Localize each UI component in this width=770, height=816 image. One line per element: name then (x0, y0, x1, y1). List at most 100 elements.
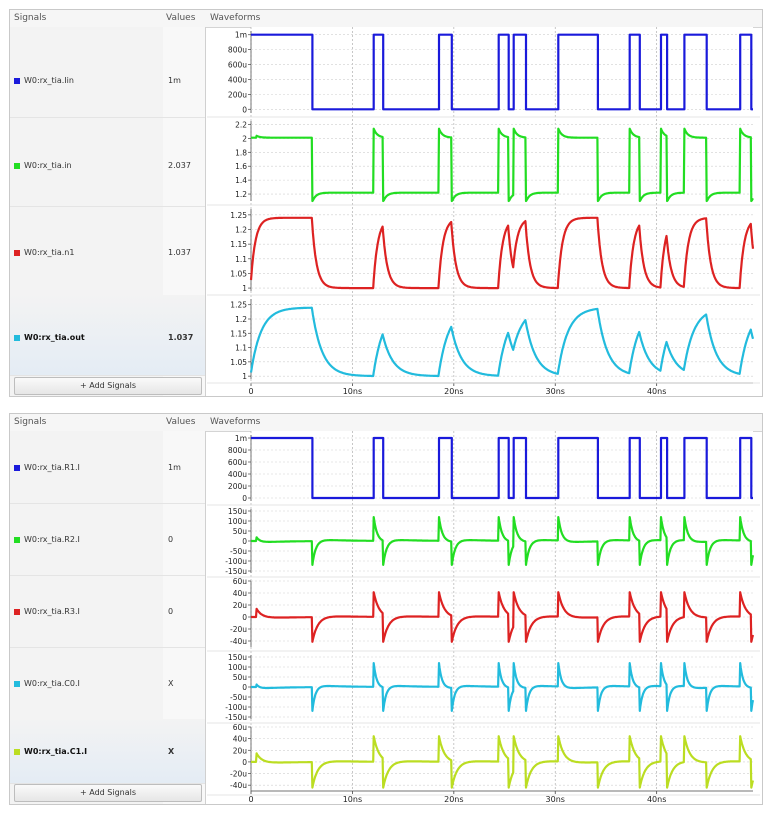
waveform-canvas[interactable]: 0 10ns 20ns 30ns 40ns 1m 800u 600u 400u 200u 0 2.2 2… (207, 27, 760, 395)
value-tick-label: 600u (228, 458, 247, 467)
signal-value: 1m (168, 76, 181, 85)
signal-row-out[interactable]: W0:rx_tia.out 1.037 (10, 295, 205, 376)
signal-row-n1[interactable]: W0:rx_tia.n1 1.037 (10, 206, 205, 296)
value-tick-label: 1.2 (235, 315, 247, 324)
color-swatch-icon (14, 608, 20, 615)
waveform-trace (250, 735, 755, 789)
value-tick-label: 200u (228, 482, 247, 491)
value-tick-label: 0 (242, 105, 247, 114)
time-tick-label: 20ns (444, 387, 463, 395)
value-tick-label: 20u (233, 601, 248, 610)
value-tick-label: 60u (233, 723, 248, 732)
waveform-panel-1: Signals Values Waveforms W0:rx_tia.Iin 1… (9, 9, 763, 397)
waveform-canvas[interactable]: 0 10ns 20ns 30ns 40ns 1m 800u 600u 400u 200u 0 150u… (207, 431, 760, 803)
waveforms-header: Waveforms (210, 13, 261, 23)
color-swatch-icon (14, 680, 20, 687)
value-tick-label: 40u (233, 735, 248, 744)
value-tick-label: 200u (228, 90, 247, 99)
signal-name: W0:rx_tia.R1.I (14, 463, 80, 472)
value-tick-label: 1.8 (235, 148, 247, 157)
value-tick-label: 1.05 (230, 358, 247, 367)
value-tick-label: 1.25 (230, 211, 247, 220)
color-swatch-icon (14, 464, 20, 471)
value-tick-label: -40u (230, 781, 247, 790)
signal-name: W0:rx_tia.in (14, 161, 72, 170)
value-tick-label: 0 (242, 537, 247, 546)
signal-row-iin[interactable]: W0:rx_tia.Iin 1m (10, 27, 205, 118)
value-tick-label: -150u (225, 567, 247, 576)
time-tick-label: 30ns (546, 795, 565, 803)
color-swatch-icon (14, 536, 20, 543)
value-tick-label: 1m (235, 434, 247, 443)
value-tick-label: 600u (228, 61, 247, 70)
value-tick-label: 1.25 (230, 301, 247, 310)
signal-row-r3[interactable]: W0:rx_tia.R3.I 0 (10, 575, 205, 648)
value-tick-label: -100u (225, 703, 247, 712)
waveform-trace (249, 306, 755, 378)
color-swatch-icon (14, 162, 20, 169)
add-signals-button[interactable]: + Add Signals (14, 377, 202, 395)
value-tick-label: 50u (233, 673, 248, 682)
signal-value: X (168, 747, 175, 756)
value-tick-label: 0 (242, 683, 247, 692)
add-signals-button[interactable]: + Add Signals (14, 784, 202, 802)
values-header: Values (166, 417, 196, 427)
time-tick-label: 40ns (647, 387, 666, 395)
waveform-trace (249, 216, 755, 290)
value-tick-label: 1 (242, 372, 247, 381)
value-tick-label: -20u (230, 625, 247, 634)
time-tick-label: 10ns (343, 387, 362, 395)
value-tick-label: 1.2 (235, 226, 247, 235)
value-tick-label: 0 (242, 613, 247, 622)
signal-name: W0:rx_tia.R2.I (14, 535, 80, 544)
signal-row-c0[interactable]: W0:rx_tia.C0.I X (10, 647, 205, 720)
time-tick-label: 10ns (343, 795, 362, 803)
waveform-trace (250, 662, 755, 712)
value-tick-label: -50u (230, 547, 247, 556)
panel-header: Signals Values Waveforms (10, 414, 762, 432)
value-tick-label: 50u (233, 527, 248, 536)
waveform-trace (250, 591, 755, 643)
color-swatch-icon (14, 249, 20, 256)
value-tick-label: 0 (242, 758, 247, 767)
signal-row-c1[interactable]: W0:rx_tia.C1.I X (10, 719, 205, 784)
time-tick-label: 20ns (444, 795, 463, 803)
value-tick-label: 150u (228, 507, 247, 516)
signal-name: W0:rx_tia.n1 (14, 248, 74, 257)
value-tick-label: 1.1 (235, 255, 247, 264)
signal-row-r1[interactable]: W0:rx_tia.R1.I 1m (10, 431, 205, 504)
value-tick-label: 1.15 (230, 329, 247, 338)
value-tick-label: 60u (233, 577, 248, 586)
value-tick-label: 1 (242, 284, 247, 293)
value-tick-label: 400u (228, 75, 247, 84)
panel-header: Signals Values Waveforms (10, 10, 762, 28)
signal-row-r2[interactable]: W0:rx_tia.R2.I 0 (10, 503, 205, 576)
value-tick-label: 2.2 (235, 120, 247, 129)
signal-value: 1m (168, 463, 181, 472)
values-header: Values (166, 13, 196, 23)
signal-row-in[interactable]: W0:rx_tia.in 2.037 (10, 117, 205, 207)
value-tick-label: 20u (233, 746, 248, 755)
time-tick-label: 40ns (647, 795, 666, 803)
color-swatch-icon (14, 77, 20, 84)
waveform-trace (250, 127, 754, 203)
value-tick-label: 1.15 (230, 240, 247, 249)
waveform-panel-2: Signals Values Waveforms W0:rx_tia.R1.I … (9, 413, 763, 805)
color-swatch-icon (14, 748, 20, 755)
value-tick-label: 1m (235, 31, 247, 40)
signals-header: Signals (14, 417, 47, 427)
signal-name: W0:rx_tia.R3.I (14, 607, 80, 616)
value-tick-label: 1.4 (235, 176, 247, 185)
plot-background (251, 431, 753, 791)
signals-header: Signals (14, 13, 47, 23)
time-tick-label: 0 (248, 387, 253, 395)
value-tick-label: -100u (225, 557, 247, 566)
value-tick-label: -50u (230, 693, 247, 702)
value-tick-label: 800u (228, 446, 247, 455)
waveform-trace (250, 516, 755, 566)
signal-value: 1.037 (168, 248, 191, 257)
time-tick-label: 30ns (546, 387, 565, 395)
value-tick-label: 1.1 (235, 344, 247, 353)
value-tick-label: 100u (228, 663, 247, 672)
value-tick-label: 1.05 (230, 269, 247, 278)
